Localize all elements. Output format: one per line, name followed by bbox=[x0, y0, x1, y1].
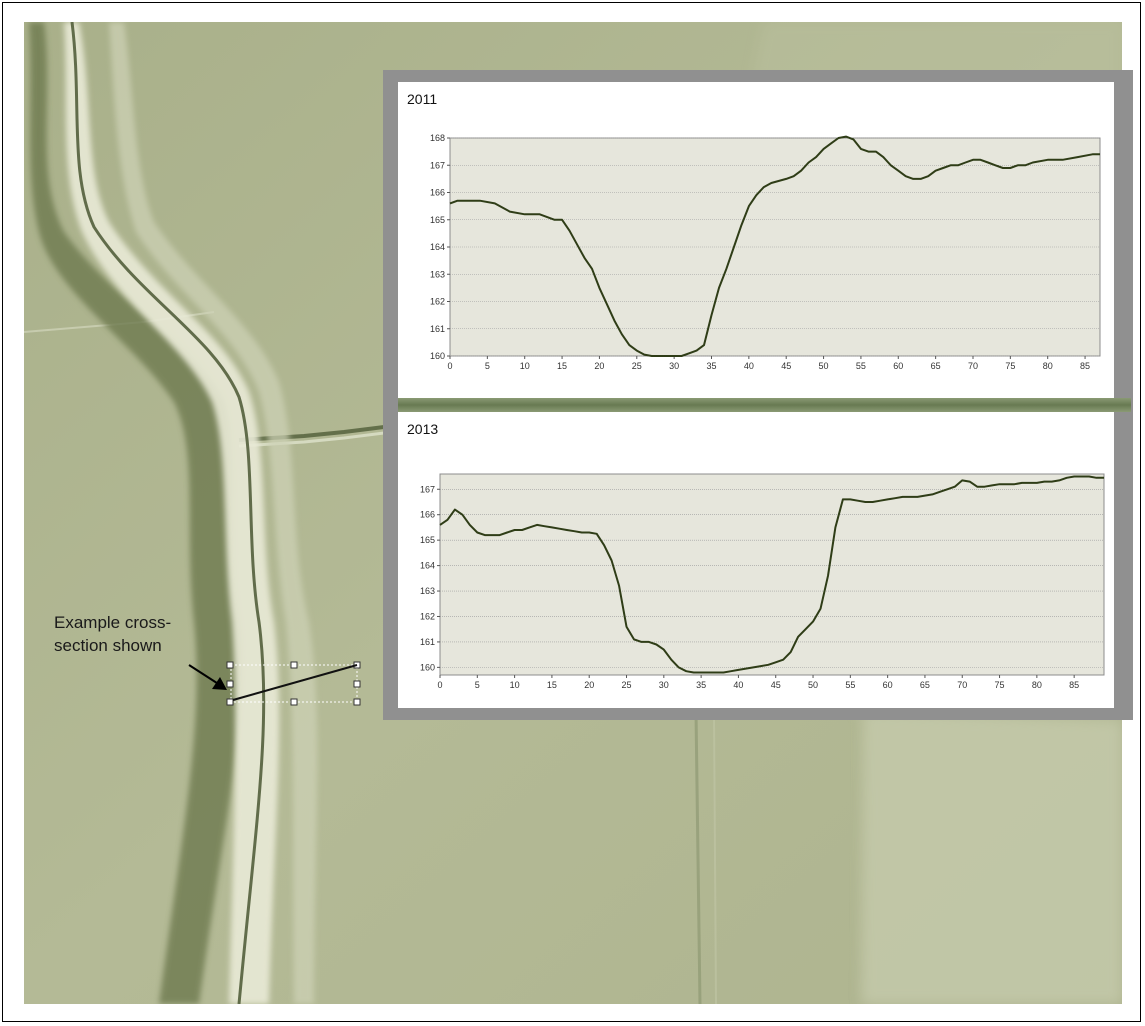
profile-panel: 2011 160 161 162 163 164 165 166 167 168 0 5 10 15 20… bbox=[383, 70, 1133, 720]
y-tick-label: 165 bbox=[420, 535, 435, 545]
x-tick-label: 5 bbox=[485, 361, 490, 371]
x-tick-label: 35 bbox=[696, 680, 706, 690]
x-tick-label: 55 bbox=[856, 361, 866, 371]
gully-shadow-band bbox=[29, 22, 242, 1004]
profile-card-2013: 2013 160 161 162 163 164 165 166 167 0 5 10 15 20 25 3… bbox=[398, 412, 1114, 708]
x-tick-label: 50 bbox=[819, 361, 829, 371]
x-tick-label: 20 bbox=[584, 680, 594, 690]
annotation-arrow-head bbox=[212, 677, 227, 690]
y-tick-label: 167 bbox=[430, 160, 445, 170]
chart-title-2011: 2011 bbox=[407, 91, 438, 107]
x-tick-label: 65 bbox=[931, 361, 941, 371]
x-tick-label: 25 bbox=[622, 680, 632, 690]
field-bright-patch bbox=[862, 712, 1122, 1004]
x-tick-label: 60 bbox=[883, 680, 893, 690]
selection-handle[interactable] bbox=[226, 661, 234, 669]
cross-section-annotation: Example cross- section shown bbox=[54, 611, 254, 657]
annotation-line-2: section shown bbox=[54, 636, 162, 655]
panel-separator bbox=[398, 398, 1131, 412]
annotation-line-1: Example cross- bbox=[54, 613, 172, 632]
x-tick-label: 30 bbox=[659, 680, 669, 690]
x-tick-label: 15 bbox=[547, 680, 557, 690]
x-tick-label: 60 bbox=[893, 361, 903, 371]
selection-handle[interactable] bbox=[226, 698, 234, 706]
cross-section-line[interactable] bbox=[232, 664, 358, 701]
selection-handle[interactable] bbox=[353, 680, 361, 688]
annotation-arrow-shaft bbox=[188, 664, 221, 686]
x-tick-label: 55 bbox=[845, 680, 855, 690]
y-tick-label: 164 bbox=[420, 561, 435, 571]
selection-handle[interactable] bbox=[290, 661, 298, 669]
y-tick-label: 166 bbox=[420, 510, 435, 520]
gully-channel bbox=[70, 22, 266, 1004]
chart-title-2013: 2013 bbox=[407, 421, 439, 437]
x-tick-label: 10 bbox=[520, 361, 530, 371]
x-tick-label: 70 bbox=[968, 361, 978, 371]
x-tick-label: 40 bbox=[733, 680, 743, 690]
y-tick-label: 160 bbox=[420, 662, 435, 672]
x-tick-label: 70 bbox=[957, 680, 967, 690]
profile-line bbox=[439, 475, 1104, 674]
y-tick-label: 160 bbox=[430, 351, 445, 361]
y-tick-label: 166 bbox=[430, 188, 445, 198]
x-tick-label: 65 bbox=[920, 680, 930, 690]
x-tick-label: 85 bbox=[1080, 361, 1090, 371]
cross-section-bbox bbox=[230, 664, 358, 703]
x-tick-label: 10 bbox=[510, 680, 520, 690]
x-tick-label: 80 bbox=[1032, 680, 1042, 690]
y-tick-label: 162 bbox=[420, 611, 435, 621]
profile-chart-2013: 160 161 162 163 164 165 166 167 0 5 10 15 20 25 30 35 40… bbox=[420, 473, 1105, 690]
selection-handle[interactable] bbox=[290, 698, 298, 706]
x-tick-label: 50 bbox=[808, 680, 818, 690]
x-tick-label: 40 bbox=[744, 361, 754, 371]
x-tick-label: 45 bbox=[781, 361, 791, 371]
profile-line bbox=[449, 135, 1100, 357]
y-tick-label: 161 bbox=[430, 324, 445, 334]
x-tick-label: 45 bbox=[771, 680, 781, 690]
x-tick-label: 0 bbox=[437, 680, 442, 690]
x-tick-label: 85 bbox=[1069, 680, 1079, 690]
profile-card-2011: 2011 160 161 162 163 164 165 166 167 168 0 5 10 15 20… bbox=[398, 82, 1114, 398]
x-tick-label: 5 bbox=[475, 680, 480, 690]
x-tick-label: 30 bbox=[669, 361, 679, 371]
field-boundary-vertical bbox=[694, 711, 702, 1004]
field-boundary-vertical-2 bbox=[713, 711, 717, 1004]
plot-area bbox=[439, 473, 1105, 676]
y-tick-label: 165 bbox=[430, 215, 445, 225]
y-tick-label: 163 bbox=[430, 269, 445, 279]
x-tick-label: 25 bbox=[632, 361, 642, 371]
gully-highlight-band bbox=[64, 22, 280, 1004]
x-tick-label: 75 bbox=[995, 680, 1005, 690]
x-tick-label: 35 bbox=[706, 361, 716, 371]
y-tick-label: 162 bbox=[430, 297, 445, 307]
selection-handle[interactable] bbox=[226, 680, 234, 688]
y-tick-label: 168 bbox=[430, 133, 445, 143]
gully-east-rim bbox=[109, 22, 318, 1004]
y-tick-label: 167 bbox=[420, 484, 435, 494]
x-tick-label: 80 bbox=[1043, 361, 1053, 371]
x-tick-label: 0 bbox=[447, 361, 452, 371]
y-tick-label: 163 bbox=[420, 586, 435, 596]
x-tick-label: 20 bbox=[594, 361, 604, 371]
selection-handle[interactable] bbox=[353, 698, 361, 706]
x-tick-label: 15 bbox=[557, 361, 567, 371]
profile-chart-2011: 160 161 162 163 164 165 166 167 168 0 5 10 15 20 25 30 3… bbox=[430, 133, 1101, 371]
x-tick-label: 75 bbox=[1005, 361, 1015, 371]
y-tick-label: 161 bbox=[420, 637, 435, 647]
y-tick-label: 164 bbox=[430, 242, 445, 252]
